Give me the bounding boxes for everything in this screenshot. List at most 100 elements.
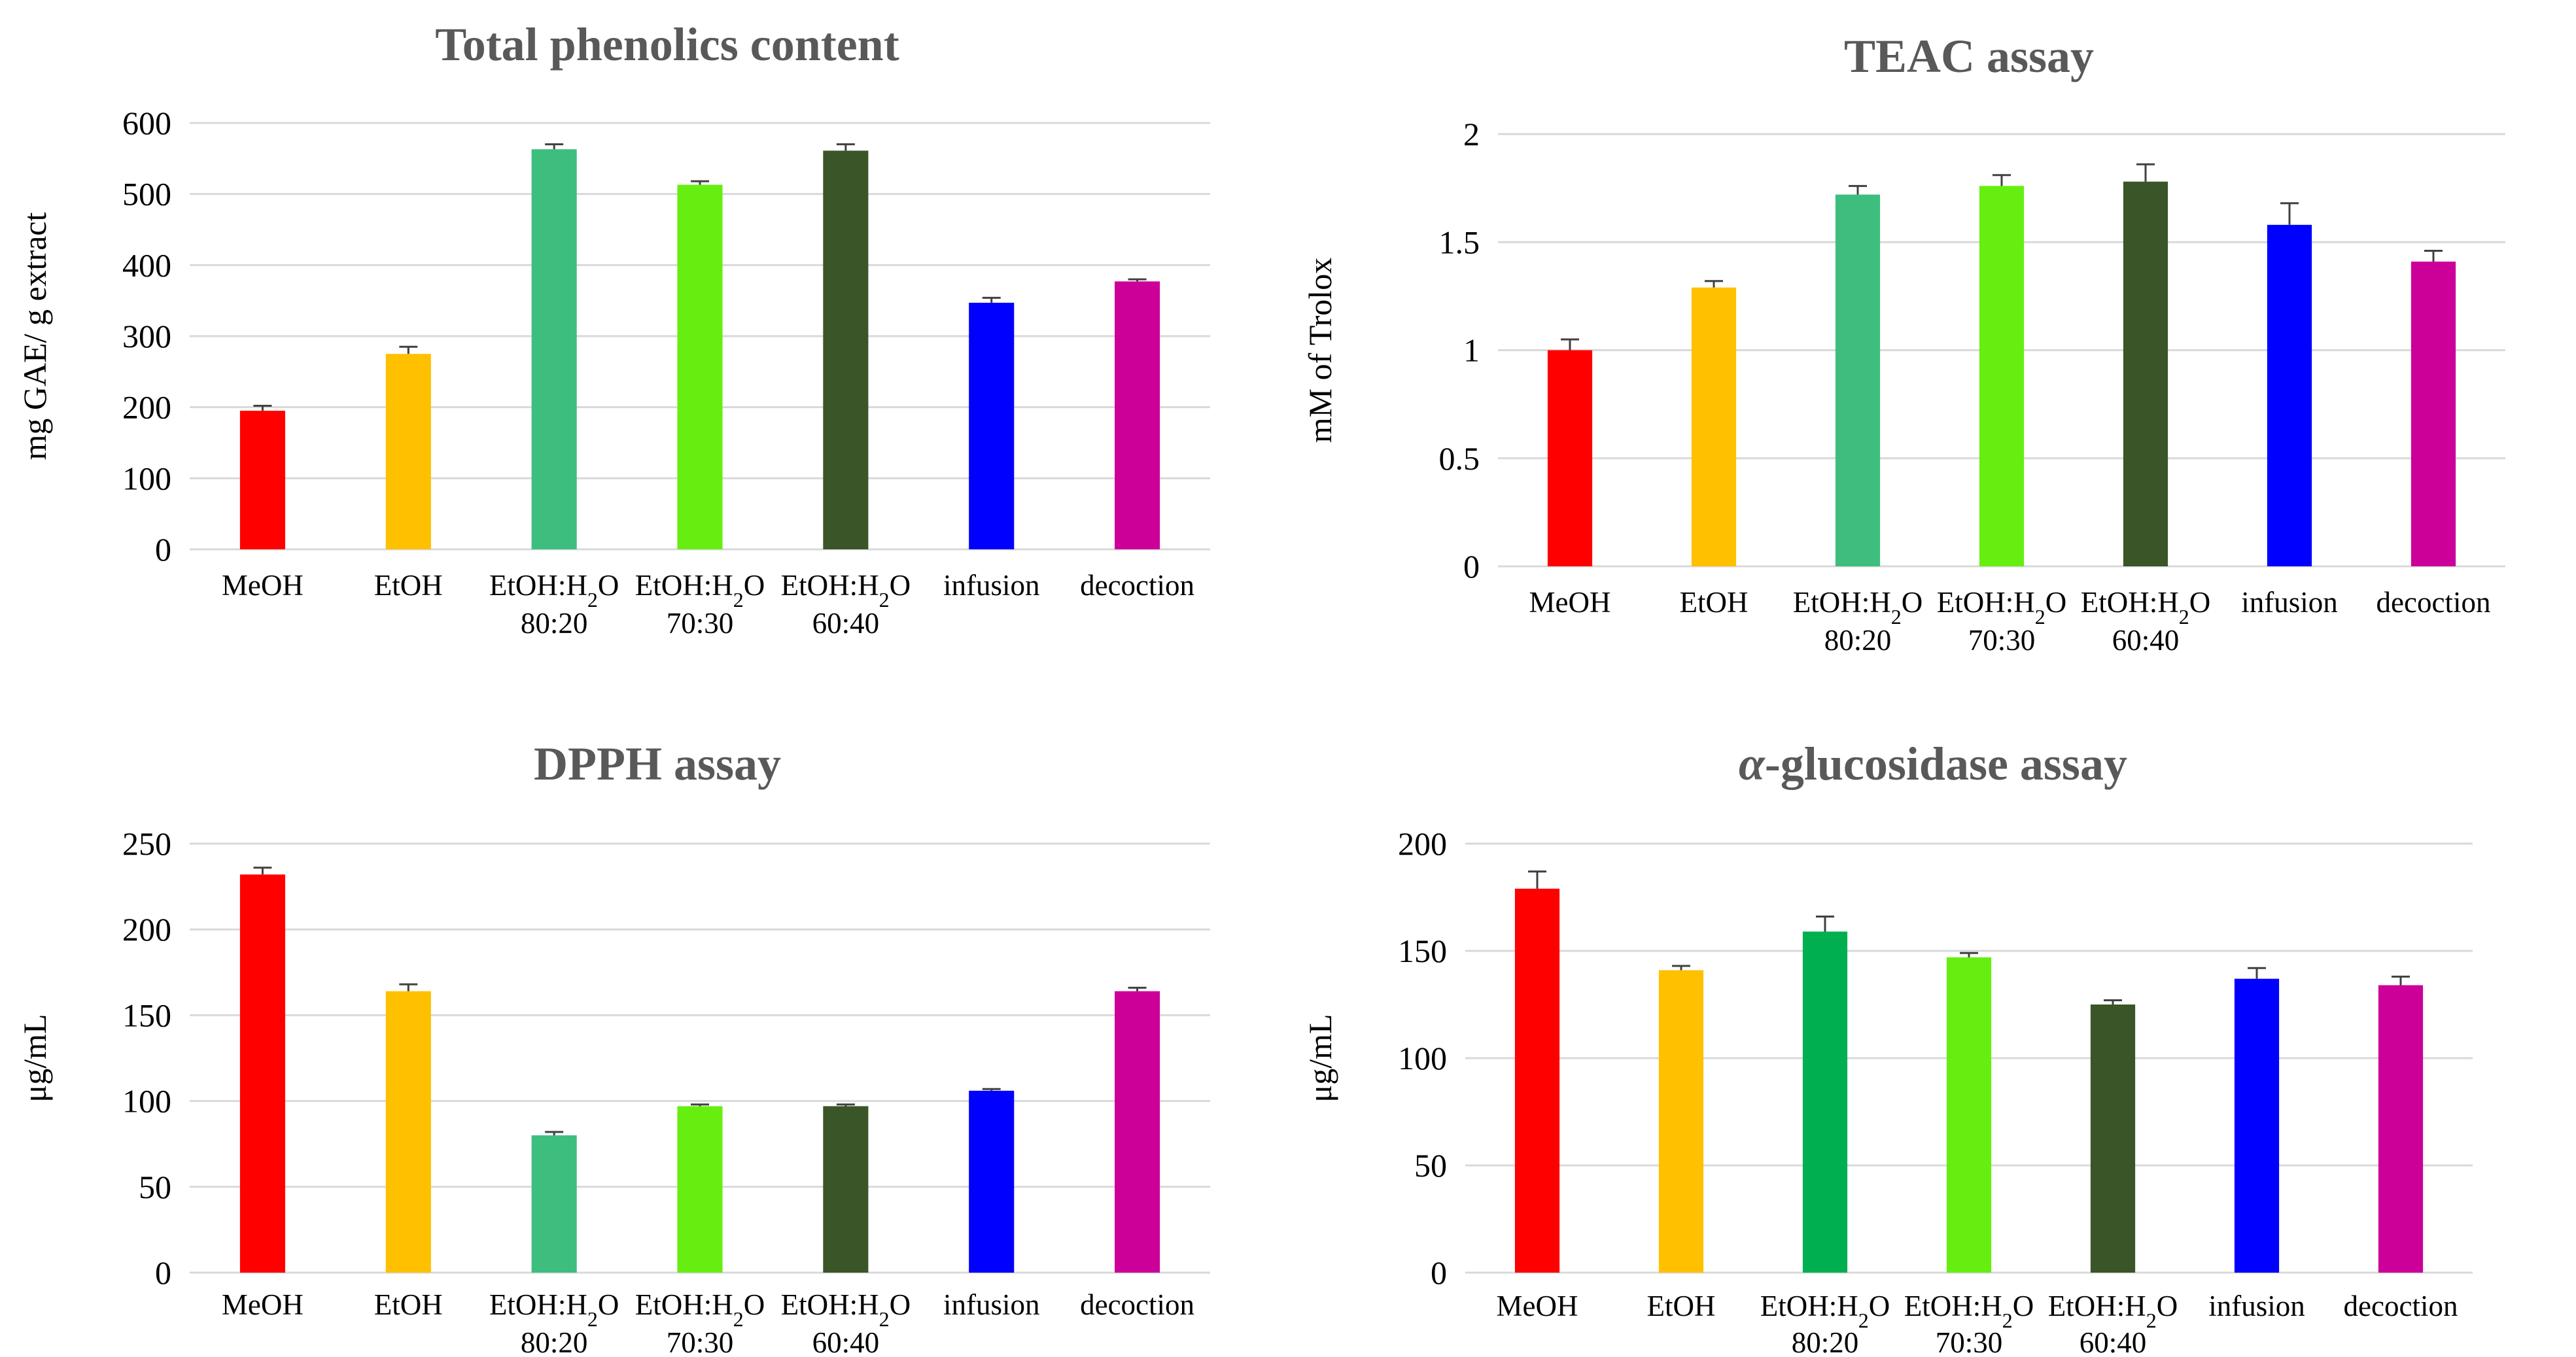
x-tick-label-line2: 70:30 [667, 607, 734, 640]
x-tick-label: decoction [2344, 1290, 2458, 1322]
y-tick-label: 100 [1398, 1040, 1447, 1076]
title-prefix: α [1739, 738, 1766, 790]
x-tick-label: decoction [1080, 569, 1194, 602]
x-tick-label: EtOH:H2O [1904, 1290, 2034, 1332]
x-tick-label: EtOH:H2O [489, 1288, 619, 1331]
bar [969, 302, 1015, 549]
title-text: Total phenolics content [435, 18, 899, 71]
bar [1658, 970, 1704, 1273]
y-tick-label: 0 [155, 531, 171, 568]
bar [239, 874, 285, 1273]
x-tick-label: EtOH:H2O [1937, 586, 2067, 628]
bar [1691, 287, 1737, 566]
x-tick-label-line2: 70:30 [1936, 1326, 2003, 1357]
error-bar [1960, 952, 1978, 957]
x-tick-label: EtOH:H2O [635, 1288, 765, 1331]
bar [2267, 224, 2312, 566]
y-axis-title: μg/mL [16, 1014, 53, 1102]
bar [385, 991, 431, 1273]
x-tick-label: EtOH:H2O [781, 569, 911, 611]
x-tick-label-line2: 60:40 [2080, 1326, 2147, 1357]
x-tick-label: EtOH [374, 569, 443, 602]
bar [1115, 281, 1160, 549]
y-tick-label: 300 [122, 318, 171, 354]
error-bar [691, 180, 709, 185]
error-bar [253, 404, 272, 411]
error-bar [1849, 184, 1867, 195]
x-tick-label: decoction [1080, 1288, 1194, 1321]
x-tick-label: MeOH [1497, 1290, 1578, 1322]
bar [823, 150, 869, 549]
bar [1979, 186, 2025, 566]
error-bar [1128, 278, 1147, 282]
bar [385, 354, 431, 549]
chart-alpha-glucosidase: α-glucosidase assay μg/mL 0 50 100 150 200 MeOH… [1302, 738, 2473, 1357]
y-tick-label: 200 [122, 389, 171, 426]
x-tick-label: MeOH [222, 569, 304, 602]
x-tick-label-line2: 60:40 [812, 607, 880, 640]
x-tick-label: infusion [943, 1288, 1040, 1321]
x-tick-label: decoction [2376, 586, 2491, 619]
y-tick-label: 100 [122, 1083, 171, 1120]
error-bar [2104, 999, 2122, 1005]
x-tick-label: EtOH:H2O [489, 569, 619, 611]
x-tick-label-line2: 70:30 [1968, 624, 2036, 657]
bar [1514, 888, 1560, 1273]
y-axis-title: mg GAE/ g extract [16, 212, 53, 460]
x-tick-label: EtOH:H2O [635, 569, 765, 611]
x-tick-label-line2: 60:40 [812, 1326, 880, 1357]
bar [969, 1090, 1015, 1273]
x-tick-label: EtOH:H2O [2081, 586, 2211, 628]
y-tick-label: 50 [139, 1169, 171, 1205]
y-tick-label: 600 [122, 105, 171, 141]
error-bar [836, 143, 855, 151]
error-bar [1128, 986, 1147, 991]
bar [2234, 978, 2280, 1273]
error-bar [982, 296, 1001, 303]
x-tick-label: MeOH [1529, 586, 1611, 619]
bar [2378, 985, 2424, 1273]
y-tick-label: 1.5 [1439, 224, 1480, 260]
title-text: -glucosidase assay [1765, 738, 2127, 790]
y-tick-label: 400 [122, 247, 171, 283]
error-bar [399, 983, 418, 991]
y-tick-label: 500 [122, 176, 171, 213]
x-tick-label-line2: 80:20 [521, 1326, 588, 1357]
y-tick-label: 2 [1463, 116, 1480, 152]
title-text: DPPH assay [534, 738, 781, 790]
bar [1547, 350, 1593, 566]
bar [531, 149, 577, 549]
x-tick-label-line2: 80:20 [1824, 624, 1892, 657]
error-bar [399, 345, 418, 354]
chart-title: Total phenolics content [435, 18, 899, 71]
error-bar [691, 1103, 709, 1107]
error-bar [982, 1088, 1001, 1091]
error-bar [1561, 338, 1579, 351]
bar [677, 184, 723, 549]
y-tick-label: 50 [1414, 1147, 1447, 1184]
x-tick-label-line2: 60:40 [2112, 624, 2180, 657]
error-bar [253, 867, 272, 875]
bar [2411, 261, 2456, 566]
bar [1835, 194, 1881, 566]
y-tick-label: 1 [1463, 332, 1480, 369]
bar [1115, 991, 1160, 1273]
bar [677, 1106, 723, 1273]
y-tick-label: 150 [1398, 933, 1447, 969]
error-bar [836, 1103, 855, 1107]
x-tick-label: infusion [2241, 586, 2338, 619]
chart-total-phenolics: Total phenolics content mg GAE/ g extract… [16, 18, 1210, 640]
chart-title: DPPH assay [534, 738, 781, 790]
error-bar [2280, 202, 2299, 225]
y-tick-label: 0 [155, 1254, 171, 1291]
error-bar [2136, 163, 2155, 182]
chart-title: TEAC assay [1844, 30, 2094, 82]
error-bar [545, 143, 564, 150]
chart-title: α-glucosidase assay [1739, 738, 2127, 790]
x-tick-label: EtOH [374, 1288, 443, 1321]
y-tick-label: 0.5 [1439, 440, 1480, 477]
error-bar [1672, 965, 1690, 971]
bar [823, 1106, 869, 1273]
bar [531, 1135, 577, 1273]
